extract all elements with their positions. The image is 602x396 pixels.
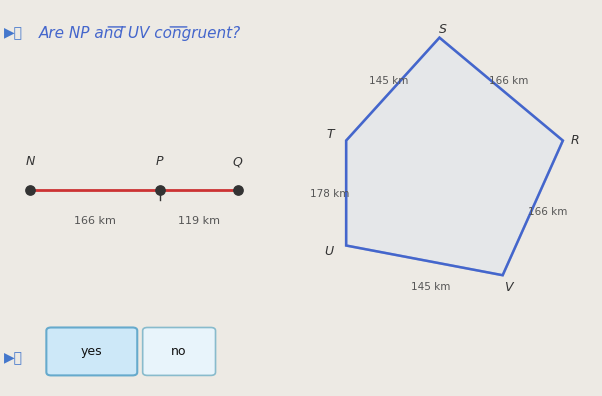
Text: ▶⧖: ▶⧖ — [4, 351, 23, 366]
Polygon shape — [346, 38, 563, 275]
Text: no: no — [172, 345, 187, 358]
FancyBboxPatch shape — [143, 327, 216, 375]
Text: S: S — [438, 23, 447, 36]
Text: 119 km: 119 km — [178, 216, 220, 226]
Text: 178 km: 178 km — [310, 189, 350, 199]
Text: 145 km: 145 km — [411, 282, 450, 292]
Text: N: N — [25, 155, 35, 168]
Text: R: R — [571, 134, 579, 147]
Text: U: U — [324, 245, 334, 258]
Text: Q: Q — [233, 155, 243, 168]
Point — [233, 187, 243, 193]
Text: 145 km: 145 km — [368, 76, 408, 86]
Text: ▶⧖: ▶⧖ — [4, 27, 23, 41]
Point — [25, 187, 35, 193]
Text: Are NP and UV congruent?: Are NP and UV congruent? — [39, 26, 241, 41]
Text: T: T — [326, 128, 334, 141]
Point — [155, 187, 164, 193]
Text: V: V — [504, 281, 513, 293]
FancyBboxPatch shape — [46, 327, 137, 375]
Text: 166 km: 166 km — [74, 216, 116, 226]
Text: 166 km: 166 km — [489, 76, 529, 86]
Text: 166 km: 166 km — [528, 207, 568, 217]
Text: yes: yes — [81, 345, 102, 358]
Text: P: P — [156, 155, 163, 168]
